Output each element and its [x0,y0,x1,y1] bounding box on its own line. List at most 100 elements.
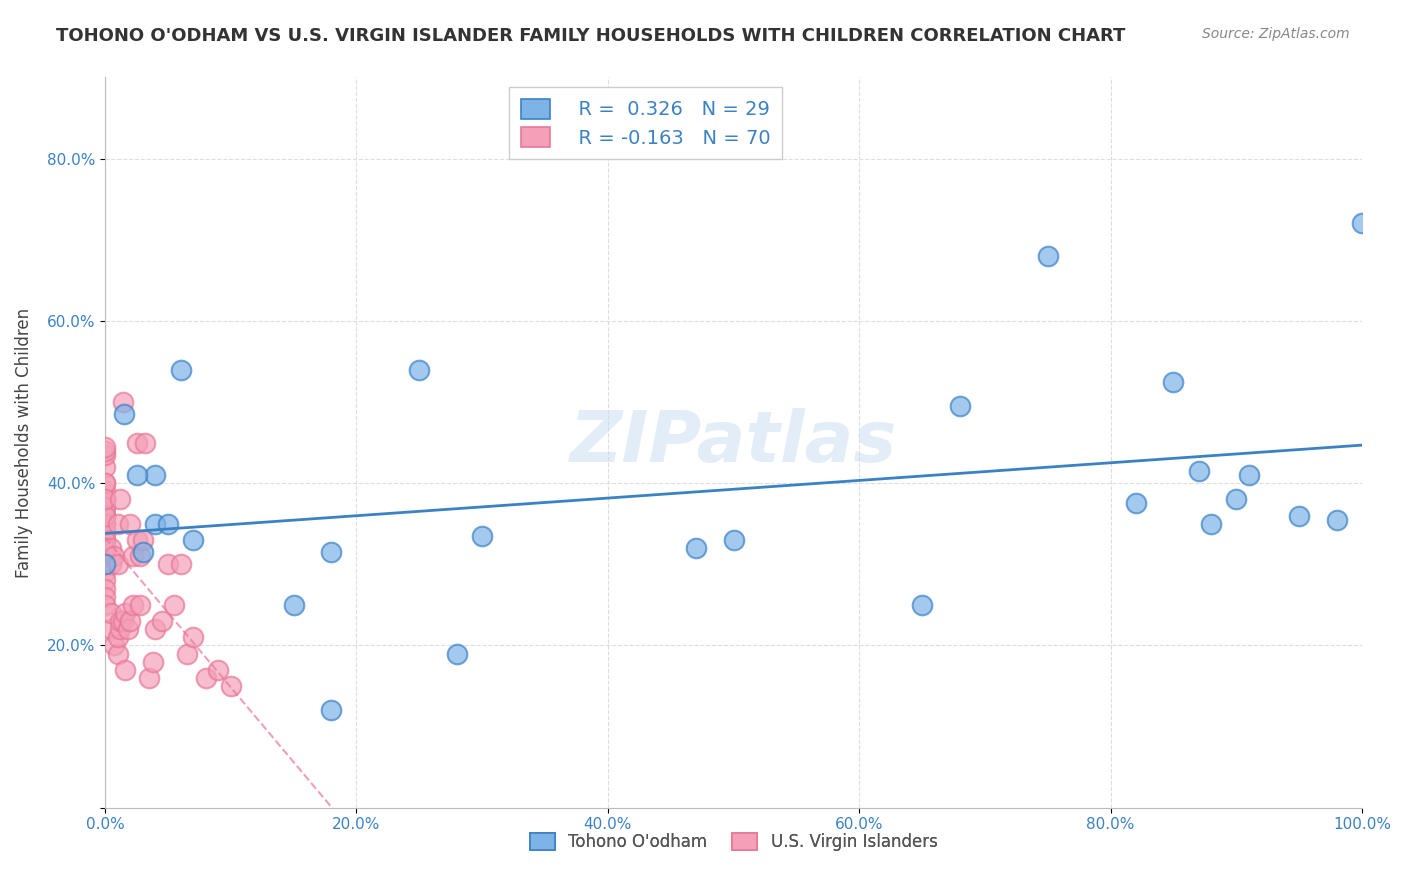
Point [94,524,117,539]
Point [1199,516,1222,531]
Point [107,516,129,531]
Point [1125,496,1147,510]
Point [94,443,117,458]
Point [111,395,134,409]
Point [94,500,117,515]
Point [94,566,117,580]
Point [103,639,125,653]
Point [94,516,117,531]
Point [138,671,160,685]
Point [94,590,117,604]
Legend: Tohono O'odham, U.S. Virgin Islanders: Tohono O'odham, U.S. Virgin Islanders [523,826,943,858]
Point [132,533,155,547]
Point [125,533,148,547]
Point [121,549,143,563]
Point [112,407,135,421]
Point [1163,375,1185,389]
Point [94,508,117,523]
Point [114,663,136,677]
Point [94,484,117,499]
Point [446,647,468,661]
Point [94,516,117,531]
Point [181,630,204,644]
Point [321,545,343,559]
Point [94,541,117,555]
Point [94,508,117,523]
Point [114,606,136,620]
Point [408,362,430,376]
Point [120,614,142,628]
Point [94,598,117,612]
Point [1288,508,1310,523]
Point [1187,464,1209,478]
Point [169,362,191,376]
Point [103,549,125,563]
Point [121,598,143,612]
Point [94,476,117,491]
Point [125,435,148,450]
Text: Source: ZipAtlas.com: Source: ZipAtlas.com [1202,27,1350,41]
Point [134,435,156,450]
Point [150,614,173,628]
Point [94,492,117,507]
Text: ZIPatlas: ZIPatlas [569,408,897,477]
Point [117,622,139,636]
Point [129,549,152,563]
Point [194,671,217,685]
Point [219,679,242,693]
Point [111,614,134,628]
Point [1036,249,1059,263]
Point [723,533,745,547]
Point [100,606,122,620]
Point [283,598,305,612]
Point [169,558,191,572]
Point [94,440,117,454]
Point [142,655,165,669]
Point [94,524,117,539]
Point [145,468,167,483]
Point [108,614,131,628]
Point [145,516,167,531]
Point [94,508,117,523]
Point [129,598,152,612]
Point [94,500,117,515]
Text: TOHONO O'ODHAM VS U.S. VIRGIN ISLANDER FAMILY HOUSEHOLDS WITH CHILDREN CORRELATI: TOHONO O'ODHAM VS U.S. VIRGIN ISLANDER F… [56,27,1126,45]
Point [108,492,131,507]
Point [94,541,117,555]
Point [94,459,117,474]
Point [100,622,122,636]
Point [120,516,142,531]
Point [94,492,117,507]
Point [94,533,117,547]
Point [1225,492,1247,507]
Point [94,476,117,491]
Point [471,529,494,543]
Point [207,663,229,677]
Point [685,541,707,555]
Point [100,541,122,555]
Point [1326,513,1348,527]
Point [94,582,117,596]
Point [94,533,117,547]
Point [107,630,129,644]
Point [132,545,155,559]
Point [181,533,204,547]
Point [125,468,148,483]
Point [156,516,179,531]
Point [94,574,117,588]
Point [94,558,117,572]
Point [94,492,117,507]
Point [94,549,117,563]
Point [1237,468,1260,483]
Point [949,399,972,413]
Point [911,598,934,612]
Point [145,622,167,636]
Point [94,448,117,462]
Point [107,647,129,661]
Point [176,647,198,661]
Point [94,558,117,572]
Point [321,703,343,717]
Y-axis label: Family Households with Children: Family Households with Children [15,308,32,578]
Point [1351,217,1374,231]
Point [156,558,179,572]
